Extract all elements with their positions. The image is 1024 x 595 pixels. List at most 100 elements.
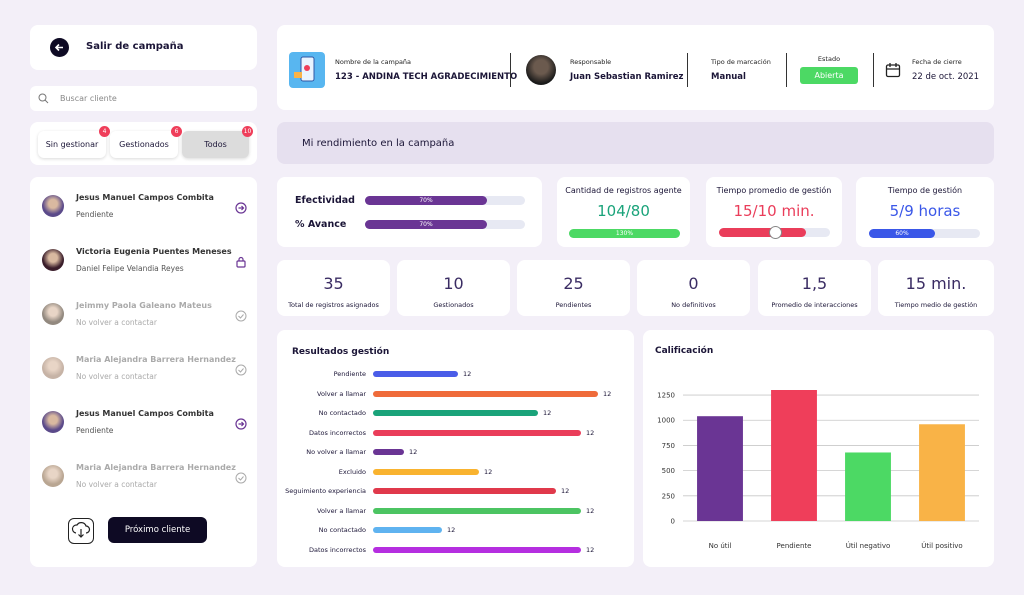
result-value: 12 <box>409 448 418 456</box>
result-bar <box>373 507 581 514</box>
progress-track: 70% <box>365 220 525 229</box>
next-client-button[interactable]: Próximo cliente <box>108 517 207 543</box>
stat-card: 1,5 Promedio de interacciones <box>758 260 871 316</box>
rating-card: Calificación 0 250 500 750 1000 1250 No útil Pe… <box>643 330 994 567</box>
client-avatar <box>42 249 64 271</box>
client-icon <box>235 199 247 218</box>
stat-value: 15 min. <box>905 274 967 293</box>
stat-card: 25 Pendientes <box>517 260 630 316</box>
client-status: Pendiente <box>76 426 114 435</box>
client-avatar <box>42 357 64 379</box>
result-label: Datos incorrectos <box>308 428 366 437</box>
result-bar <box>373 488 556 494</box>
back-card: Salir de campaña <box>30 25 257 70</box>
bar <box>845 452 891 521</box>
client-name: Maria Alejandra Barrera Hernandez <box>76 355 236 364</box>
client-item[interactable]: Jesus Manuel Campos Combita Pendiente <box>42 187 247 227</box>
client-item[interactable]: Victoria Eugenia Puentes Meneses Daniel F… <box>42 241 247 281</box>
result-bar <box>373 468 479 475</box>
result-label: Datos incorrectos <box>308 545 366 554</box>
stat-label: Total de registros asignados <box>288 301 379 309</box>
campaign-icon <box>289 52 325 88</box>
client-avatar <box>42 465 64 487</box>
result-label: Volver a llamar <box>317 506 366 515</box>
responsible-name: Juan Sebastian Ramirez <box>570 72 684 82</box>
result-label: No volver a llamar <box>306 448 366 456</box>
download-button[interactable] <box>68 518 94 544</box>
stat-label: Promedio de interacciones <box>771 301 858 309</box>
banner-title: Mi rendimiento en la campaña <box>302 138 455 149</box>
result-bar <box>373 410 538 416</box>
client-name: Maria Alejandra Barrera Hernandez <box>76 463 236 472</box>
kpi-fill <box>719 228 806 237</box>
tabs: Sin gestionar 4 Gestionados 6 Todos 10 <box>30 122 257 165</box>
tab[interactable]: Gestionados 6 <box>110 126 182 158</box>
kpi-track: 130% <box>569 229 680 238</box>
kpi-title: Tiempo de gestión <box>887 186 963 195</box>
x-tick-label: Útil negativo <box>846 541 891 550</box>
stat-value: 10 <box>443 274 464 293</box>
stat-value: 35 <box>323 274 344 293</box>
client-avatar <box>42 411 64 433</box>
client-icon <box>235 307 247 326</box>
client-name: Jesus Manuel Campos Combita <box>76 193 214 202</box>
result-value: 12 <box>586 428 595 437</box>
calendar-icon <box>885 63 901 78</box>
status-pill: Abierta <box>800 67 858 84</box>
responsible-label: Responsable <box>570 58 612 66</box>
kpi-value: 104/80 <box>597 202 650 220</box>
campaign-header: Nombre de la campaña 123 - ANDINA TECH A… <box>277 25 994 110</box>
back-button[interactable] <box>50 38 69 57</box>
stat-label: Pendientes <box>555 301 592 309</box>
client-icon-art <box>235 472 247 484</box>
client-avatar <box>42 195 64 217</box>
result-value: 12 <box>586 506 595 515</box>
result-value: 12 <box>543 409 552 417</box>
x-tick-label: Útil positivo <box>921 541 962 550</box>
result-value: 12 <box>603 389 612 398</box>
stat-card: 0 No definitivos <box>637 260 750 316</box>
client-name: Jesus Manuel Campos Combita <box>76 409 214 418</box>
client-name: Jeimmy Paola Galeano Mateus <box>76 301 212 310</box>
result-bar <box>373 429 581 436</box>
client-item[interactable]: Maria Alejandra Barrera Hernandez No volv… <box>42 349 247 389</box>
close-label: Fecha de cierre <box>912 58 962 66</box>
back-icon <box>54 43 63 52</box>
result-bar <box>373 546 581 553</box>
result-value: 12 <box>447 526 456 534</box>
client-item[interactable]: Jeimmy Paola Galeano Mateus No volver a c… <box>42 295 247 335</box>
client-icon-art <box>235 310 247 322</box>
result-value: 12 <box>561 487 570 495</box>
tab-badge: 6 <box>171 126 182 137</box>
tab[interactable]: Todos 10 <box>182 126 253 158</box>
result-label: Excluido <box>338 467 366 476</box>
tab[interactable]: Sin gestionar 4 <box>38 126 110 158</box>
search-box[interactable]: Buscar cliente <box>30 86 257 111</box>
client-status: Daniel Felipe Velandia Reyes <box>76 264 184 273</box>
result-label: No contactado <box>318 526 366 534</box>
client-status: No volver a contactar <box>76 372 157 381</box>
chart-title: Calificación <box>655 345 713 356</box>
client-list: Próximo cliente Jesus Manuel Campos Comb… <box>30 177 257 567</box>
progress-label: % Avance <box>295 219 347 230</box>
kpi-card: Cantidad de registros agente 104/80 130% <box>557 177 690 247</box>
tab-label: Gestionados <box>119 140 169 149</box>
kpi-value: 5/9 horas <box>889 202 961 220</box>
tab-label: Todos <box>204 140 227 149</box>
client-icon-art <box>235 418 247 430</box>
client-item[interactable]: Jesus Manuel Campos Combita Pendiente <box>42 403 247 443</box>
y-tick-label: 750 <box>662 442 675 450</box>
stat-label: Tiempo medio de gestión <box>894 301 978 309</box>
client-item[interactable]: Maria Alejandra Barrera Hernandez No volv… <box>42 457 247 497</box>
result-label: No contactado <box>318 409 366 417</box>
dial-type-label: Tipo de marcación <box>711 58 771 66</box>
result-value: 12 <box>484 467 493 476</box>
divider <box>510 53 511 87</box>
bar <box>697 416 743 521</box>
client-icon <box>235 415 247 434</box>
divider <box>687 53 688 87</box>
kpi-card: Tiempo promedio de gestión 15/10 min. <box>706 177 842 247</box>
client-icon <box>235 253 247 272</box>
x-tick-label: Pendiente <box>777 542 812 550</box>
result-bar <box>373 371 458 377</box>
